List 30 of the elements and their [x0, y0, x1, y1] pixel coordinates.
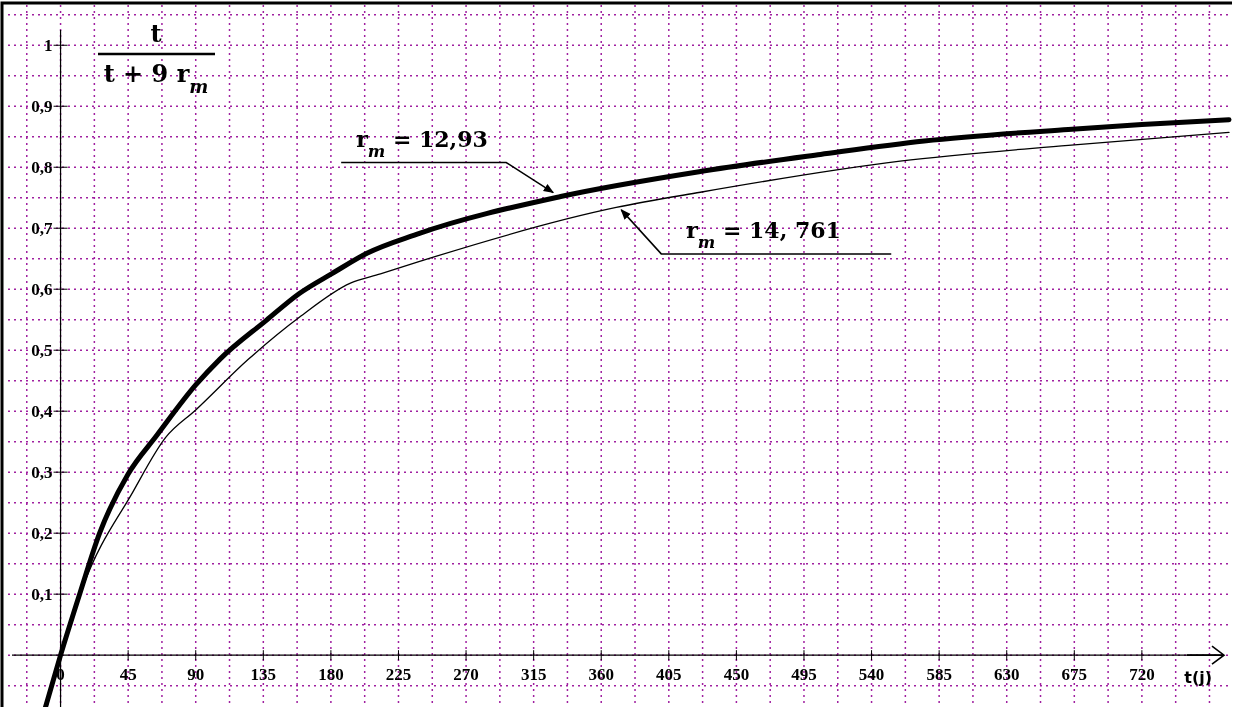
- x-tick-label: 315: [520, 665, 547, 685]
- y-tick-label: 0,9: [31, 97, 53, 117]
- x-tick-label: 90: [187, 665, 205, 685]
- annotation: r$_{m}$ = 14, 761: [686, 216, 841, 252]
- y-tick-label: 0,7: [31, 219, 54, 239]
- x-tick-label: 675: [1061, 665, 1088, 685]
- x-tick-label: 450: [723, 665, 750, 685]
- y-tick-label: 0,2: [31, 524, 53, 544]
- x-tick-label: 180: [318, 665, 344, 685]
- x-tick-label: 360: [588, 665, 614, 685]
- annotation: r$_{m}$ = 12,93: [356, 125, 488, 161]
- y-tick-label: 0,6: [31, 280, 53, 300]
- y-tick-label: 0,1: [31, 585, 53, 605]
- x-tick-label: 135: [250, 665, 277, 685]
- x-tick-label: 45: [119, 665, 137, 685]
- x-tick-label: 720: [1129, 665, 1155, 685]
- x-axis-title: t(j): [1184, 668, 1212, 688]
- x-tick-label: 405: [656, 665, 682, 685]
- x-tick-label: 630: [993, 665, 1020, 685]
- x-tick-label: 585: [926, 665, 952, 685]
- y-tick-label: 1: [44, 36, 53, 56]
- x-tick-label: 270: [453, 665, 479, 685]
- y-axis-title: t t + 9 r$_{m}$: [103, 19, 209, 97]
- y-tick-label: 0,4: [31, 402, 54, 422]
- x-tick-label: 495: [791, 665, 817, 685]
- x-tick-label: 225: [385, 665, 412, 685]
- y-tick-label: 0,5: [31, 341, 53, 361]
- y-tick-label: 0,3: [31, 463, 53, 483]
- x-tick-label: 540: [858, 665, 885, 685]
- y-tick-label: 0,8: [31, 158, 53, 178]
